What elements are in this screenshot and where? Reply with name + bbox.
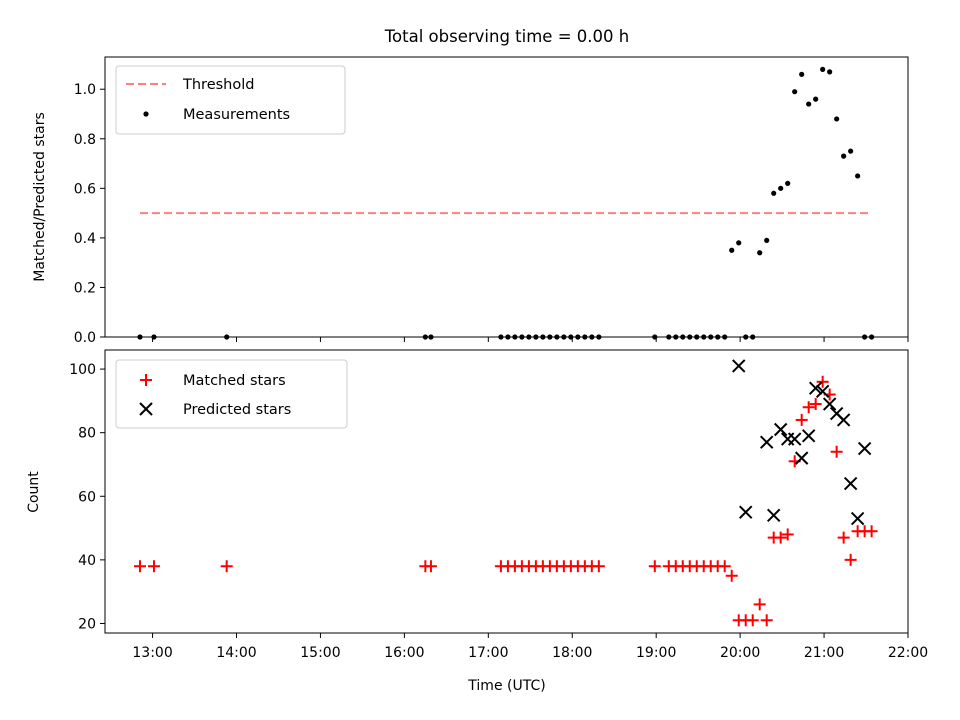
matched-star-point (725, 569, 738, 582)
measurement-point (841, 153, 847, 159)
matched-star-point (865, 525, 878, 538)
matched-star-point (718, 560, 731, 573)
matched-star-point (830, 445, 843, 458)
bottom-x-tick-label: 21:00 (804, 645, 844, 661)
measurement-point (813, 96, 819, 102)
measurement-point (820, 66, 826, 72)
bottom-y-tick-label: 40 (78, 553, 96, 569)
matched-star-point (746, 614, 759, 627)
bottom-x-tick-label: 19:00 (636, 645, 676, 661)
predicted-star-point (850, 511, 865, 526)
bottom-y-ticks: 20 40 60 80 100 (69, 362, 105, 632)
predicted-star-point (732, 359, 746, 373)
matched-star-point (844, 553, 857, 566)
measurement-point (827, 69, 833, 75)
matched-star-point (147, 560, 160, 573)
predicted-star-point (822, 397, 837, 411)
legend-threshold-label: Threshold (182, 77, 254, 93)
legend-measurements-swatch (143, 111, 149, 117)
predicted-star-point (759, 435, 774, 449)
top-panel: 0.0 0.2 0.4 0.6 0.8 1.0 Matched/Predicted sta… (32, 56, 909, 346)
bottom-x-ticks: 13:00 14:00 15:00 16:00 17:00 18:00 19:00 20:00… (132, 633, 928, 661)
bottom-x-tick-label: 18:00 (552, 645, 592, 661)
measurement-point (799, 71, 805, 77)
legend-matched-label: Matched stars (183, 373, 286, 389)
legend-measurements-label: Measurements (183, 107, 290, 123)
measurement-point (785, 180, 791, 186)
legend-predicted-swatch (139, 402, 153, 416)
measurement-point (848, 148, 854, 154)
top-y-tick-label: 0.0 (74, 330, 96, 346)
matched-star-point (220, 560, 233, 573)
top-x-ticks (152, 337, 909, 342)
bottom-x-tick-label: 20:00 (720, 645, 760, 661)
chart-title: Total observing time = 0.00 h (384, 27, 629, 46)
measurement-point (736, 240, 742, 246)
measurement-point (757, 250, 763, 256)
measurement-point (806, 101, 812, 107)
bottom-x-tick-label: 15:00 (300, 645, 340, 661)
predicted-star-point (836, 413, 851, 427)
top-y-tick-label: 0.2 (74, 280, 96, 296)
bottom-axes-frame (104, 349, 909, 634)
bottom-plot-marks (133, 359, 878, 627)
top-y-tick-label: 0.4 (74, 231, 96, 247)
measurement-point (778, 185, 784, 191)
matched-star-point (837, 531, 850, 544)
matched-star-point (816, 375, 829, 388)
bottom-y-tick-label: 20 (78, 616, 96, 632)
top-axes-frame (104, 56, 909, 338)
matched-star-point (760, 614, 773, 627)
bottom-x-axis-label: Time (UTC) (467, 678, 545, 694)
predicted-star-point (766, 508, 781, 523)
measurement-point (834, 116, 840, 122)
top-legend: Threshold Measurements (115, 65, 346, 135)
predicted-star-point (739, 505, 753, 519)
bottom-y-tick-label: 100 (69, 362, 96, 378)
top-y-ticks: 0.0 0.2 0.4 0.6 0.8 1.0 (74, 82, 105, 346)
measurement-point (771, 190, 777, 196)
top-y-tick-label: 0.6 (74, 181, 96, 197)
predicted-star-point (808, 381, 823, 395)
measurement-point (764, 237, 770, 243)
bottom-y-tick-label: 60 (78, 489, 96, 505)
measurement-point (729, 247, 735, 253)
matched-star-point (424, 560, 437, 573)
bottom-x-tick-label: 13:00 (132, 645, 172, 661)
predicted-star-point (843, 476, 858, 491)
matched-star-point (592, 560, 605, 573)
bottom-x-tick-label: 16:00 (384, 645, 424, 661)
matched-star-point (781, 528, 794, 541)
top-y-tick-label: 0.8 (74, 132, 96, 148)
matched-star-point (774, 531, 787, 544)
measurement-point (792, 89, 798, 95)
matched-star-point (753, 598, 766, 611)
top-y-tick-label: 1.0 (74, 82, 96, 98)
predicted-star-point (815, 384, 830, 399)
matched-star-point (809, 398, 822, 411)
bottom-legend-box (115, 359, 348, 429)
bottom-y-tick-label: 80 (78, 426, 96, 442)
matched-star-point (795, 413, 808, 426)
bottom-legend: Matched stars Predicted stars (115, 359, 348, 429)
matched-star-point (802, 401, 815, 414)
predicted-star-point (801, 429, 816, 443)
bottom-y-axis-label: Count (26, 471, 42, 513)
legend-predicted-label: Predicted stars (183, 402, 291, 418)
top-legend-box (115, 65, 346, 135)
bottom-x-tick-label: 17:00 (468, 645, 508, 661)
legend-matched-swatch (140, 374, 152, 386)
top-y-axis-label: Matched/Predicted stars (32, 112, 48, 282)
predicted-star-point (794, 451, 809, 465)
matched-star-point (648, 560, 661, 573)
bottom-panel: 20 40 60 80 100 13:00 14:00 15:00 16:00 17:00 18:… (26, 349, 928, 694)
predicted-star-point (857, 441, 872, 456)
bottom-x-tick-label: 22:00 (888, 645, 928, 661)
bottom-x-tick-label: 14:00 (216, 645, 256, 661)
predicted-star-point (773, 422, 788, 437)
predicted-star-point (787, 432, 802, 446)
matched-star-point (133, 560, 146, 573)
measurement-point (855, 173, 861, 179)
